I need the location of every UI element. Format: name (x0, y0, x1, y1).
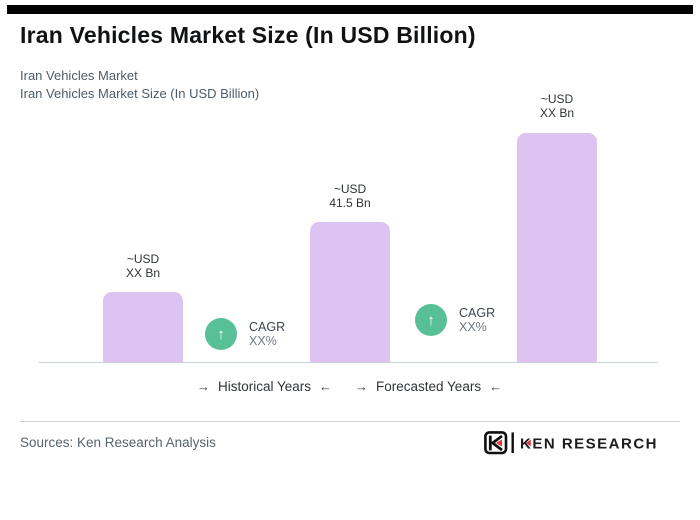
bar-forecast (517, 133, 597, 362)
logo-divider (511, 432, 514, 453)
cagr-label: CAGR (459, 306, 496, 320)
top-bar (7, 5, 693, 14)
ken-research-logo: KEN RESEARCH (484, 431, 660, 460)
logo-k-box (484, 431, 508, 455)
cagr-label: CAGR (249, 320, 286, 334)
cagr-value: XX% (459, 320, 487, 334)
growth-circle: ↑ (415, 304, 447, 336)
arrow-left-icon: ← (489, 379, 503, 394)
footer-divider (20, 421, 680, 422)
bar-chart: ~USD XX Bn ~USD 41.5 Bn ~USD XX Bn ↑ CAG… (103, 92, 597, 362)
axis-label-historical-years: → Historical Years ← (197, 379, 332, 394)
bar-historical-1 (103, 292, 183, 362)
bar-value-label: ~USD 41.5 Bn (329, 182, 371, 210)
logo-k-arms (490, 434, 503, 452)
chart-subtitle: Iran Vehicles Market Iran Vehicles Marke… (20, 67, 440, 103)
arrow-right-icon: → (355, 379, 368, 394)
bar-value-label: ~USD XX Bn (539, 92, 575, 120)
logo-wordmark: KEN RESEARCH (520, 436, 658, 453)
ken-research-logo-graphic: KEN RESEARCH (484, 431, 658, 455)
subtitle-line-2: Iran Vehicles Market Size (In USD Billio… (20, 86, 260, 101)
axis-label-forecasted-years: → Forecasted Years ← (355, 379, 502, 394)
subtitle-line-1: Iran Vehicles Market (20, 68, 138, 83)
logo-k-stem (488, 435, 492, 451)
page-title: Iran Vehicles Market Size (In USD Billio… (20, 22, 476, 48)
x-axis-line (39, 362, 658, 363)
cagr-value: XX% (249, 334, 277, 348)
sources-text: Sources: Ken Research Analysis (20, 435, 216, 450)
cagr-badge-forecast: ↑ CAGR XX% (415, 304, 495, 336)
arrow-left-icon: ← (319, 379, 333, 394)
bar-value-label: ~USD XX Bn (125, 252, 161, 280)
logo-red-triangle-icon (496, 439, 502, 447)
logo-text-red-triangle-icon (525, 439, 531, 447)
arrow-right-icon: → (197, 379, 210, 394)
growth-circle: ↑ (205, 318, 237, 350)
bar-current (310, 222, 390, 362)
cagr-badge-historical: ↑ CAGR XX% (205, 318, 285, 350)
axis-label-text: Forecasted Years (376, 379, 482, 394)
up-arrow-icon: ↑ (427, 311, 435, 329)
up-arrow-icon: ↑ (217, 325, 225, 343)
axis-label-text: Historical Years (218, 379, 312, 394)
